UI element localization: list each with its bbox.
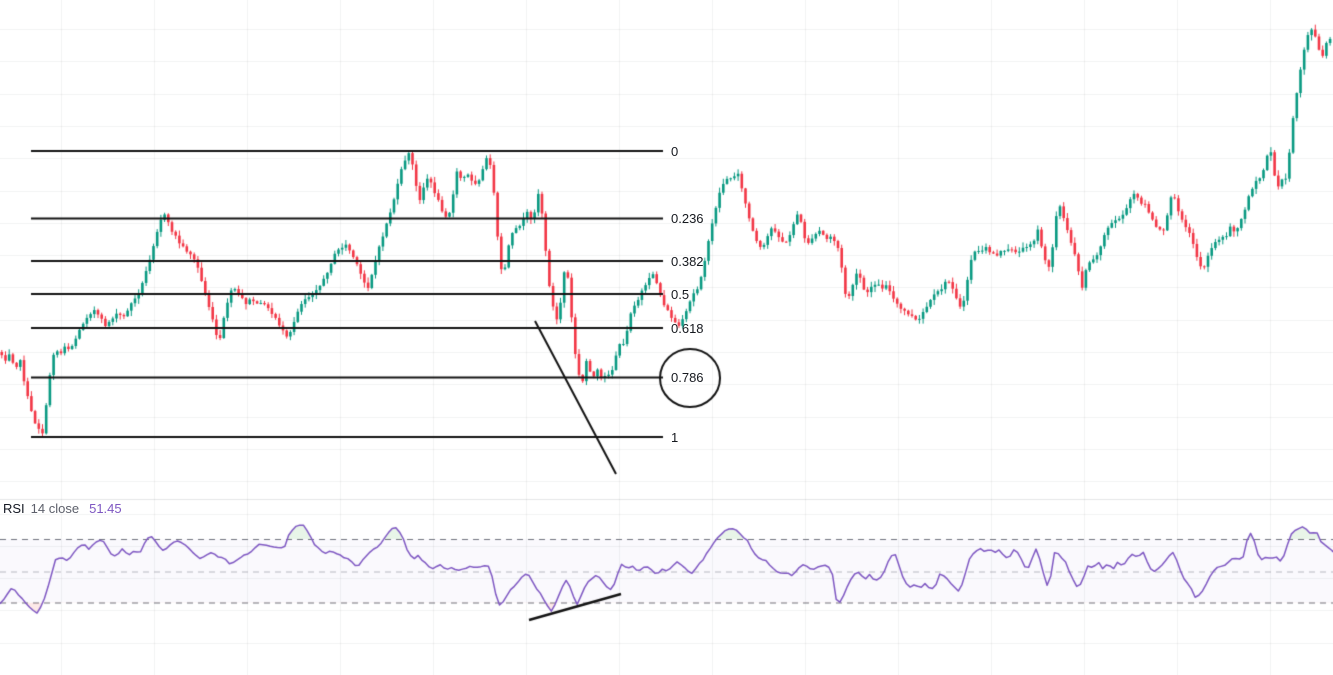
rsi-value: 51.45 — [89, 501, 122, 516]
rsi-indicator-name: RSI — [3, 501, 25, 516]
rsi-legend[interactable]: RSI 14 close 51.45 — [3, 501, 122, 516]
rsi-indicator-params: 14 close — [30, 501, 80, 516]
